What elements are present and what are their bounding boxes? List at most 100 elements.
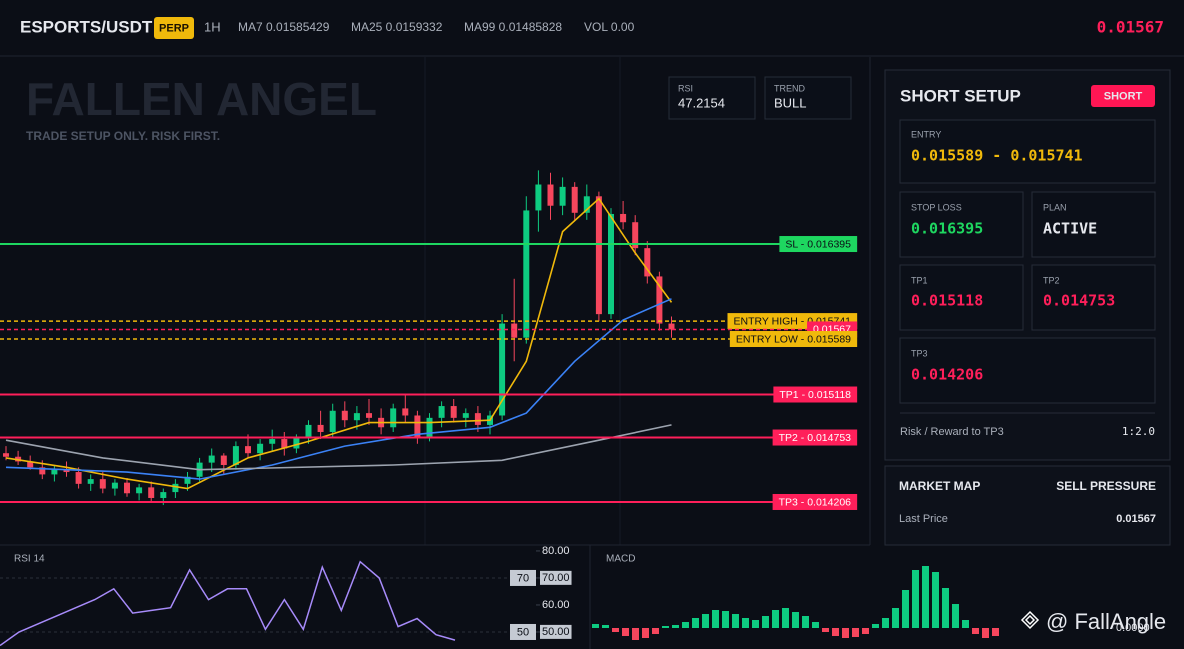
candle-body [402,408,409,416]
candle-body [608,213,614,315]
ma-line [5,298,672,480]
macd-bar [872,624,879,628]
macd-bar [772,610,779,628]
ma-line [5,424,672,471]
candle-body [269,439,276,444]
candle-body [136,487,143,494]
rsi-line [0,560,456,647]
candle-body [160,492,167,498]
macd-bar [782,608,789,628]
level-tag [773,386,858,403]
macd-bar [662,626,669,628]
rr-value: 1:2.0 [1122,425,1155,438]
macd-bar [952,604,959,628]
tp3-label: TP3 [911,348,928,358]
candle-body [257,443,264,454]
candle-body [75,472,82,484]
candle-body [644,248,651,277]
market-title: MARKET MAP [899,479,980,493]
macd-bar [792,612,799,628]
macd-bar [672,625,679,628]
macd-bar [592,624,599,628]
candle-body [184,476,191,484]
candle-body [499,323,506,416]
market-panel [884,465,1171,546]
candle-body [571,186,578,213]
macd-bar [642,628,649,638]
macd-bar [972,628,979,634]
watermark: @ FallAngle [1020,609,1166,634]
candle-body [474,413,481,425]
rsi-level-tag [510,569,536,586]
candle-body [208,455,215,463]
macd-bar [982,628,989,638]
candle-body [438,406,445,418]
level-label: TP2 - 0.014753 [779,432,852,444]
sl-value: 0.016395 [911,220,983,238]
rsi-level-label: 50 [517,626,529,638]
volume: VOL 0.00 [584,20,635,34]
macd-bar [852,628,859,637]
macd-bar [992,628,999,636]
macd-bar [912,570,919,628]
tp2-card [1031,264,1156,331]
candle-body [111,482,118,489]
rsi-box [668,76,756,120]
macd-bar [652,628,659,634]
macd-bar [862,628,869,634]
tp1-value: 0.015118 [911,292,983,310]
candle-body [426,417,433,437]
candle-body [172,483,179,493]
last-value: 0.01567 [1116,513,1156,525]
level-label: TP3 - 0.014206 [779,496,852,508]
macd-bar [702,614,709,628]
tp1-card [899,264,1024,331]
sl-card [899,191,1024,258]
candle-body [414,415,421,437]
rsi-tick-label: 60.00 [542,599,570,611]
candle-body [523,210,530,338]
plan-value: ACTIVE [1043,220,1097,238]
macd-bar [762,616,769,628]
rsi-tick-label: 80.00 [542,545,570,557]
watermark-text: @ FallAngle [1046,609,1166,634]
candle-body [87,479,94,484]
ma7: MA7 0.01585429 [238,20,330,34]
setup-title: SHORT SETUP [900,86,1021,105]
plan-card [1031,191,1156,258]
candle-body [317,424,324,432]
rsi-level-label: 70 [517,572,529,584]
watermark-subtitle: TRADE SETUP ONLY. RISK FIRST. [26,129,220,143]
candle-body [293,436,300,449]
candle-body [63,469,70,473]
interval: 1H [204,19,221,34]
candle-body [595,196,602,315]
candle-body [27,461,34,468]
candle-body [366,413,372,418]
level-tag [772,493,858,510]
macd-bar [682,622,689,628]
candle-body [583,196,590,213]
level-label: TP1 - 0.015118 [779,389,851,401]
ma99: MA99 0.01485828 [464,20,562,34]
macd-bar [712,610,719,628]
macd-title: MACD [606,554,635,565]
candle-body [99,479,106,489]
rsi-level-tag [510,623,536,640]
candle-body [220,455,227,465]
candle-body [632,222,639,249]
macd-bar [722,611,729,628]
macd-bar [832,628,839,636]
level-label: SL - 0.016395 [785,238,851,250]
candle-body [390,408,397,428]
rsi-tick-label: 50.00 [542,626,570,638]
macd-bar [802,616,809,628]
macd-bar [752,620,759,628]
macd-bar [922,566,929,628]
macd-bar [602,625,609,628]
candle-body [148,487,155,498]
candle-body [656,276,663,324]
